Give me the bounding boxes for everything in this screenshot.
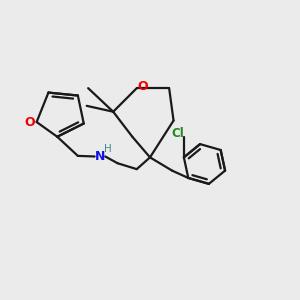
Text: H: H [104, 144, 112, 154]
Text: N: N [95, 150, 105, 163]
Text: O: O [137, 80, 148, 93]
Text: O: O [24, 116, 34, 128]
Text: Cl: Cl [172, 127, 184, 140]
